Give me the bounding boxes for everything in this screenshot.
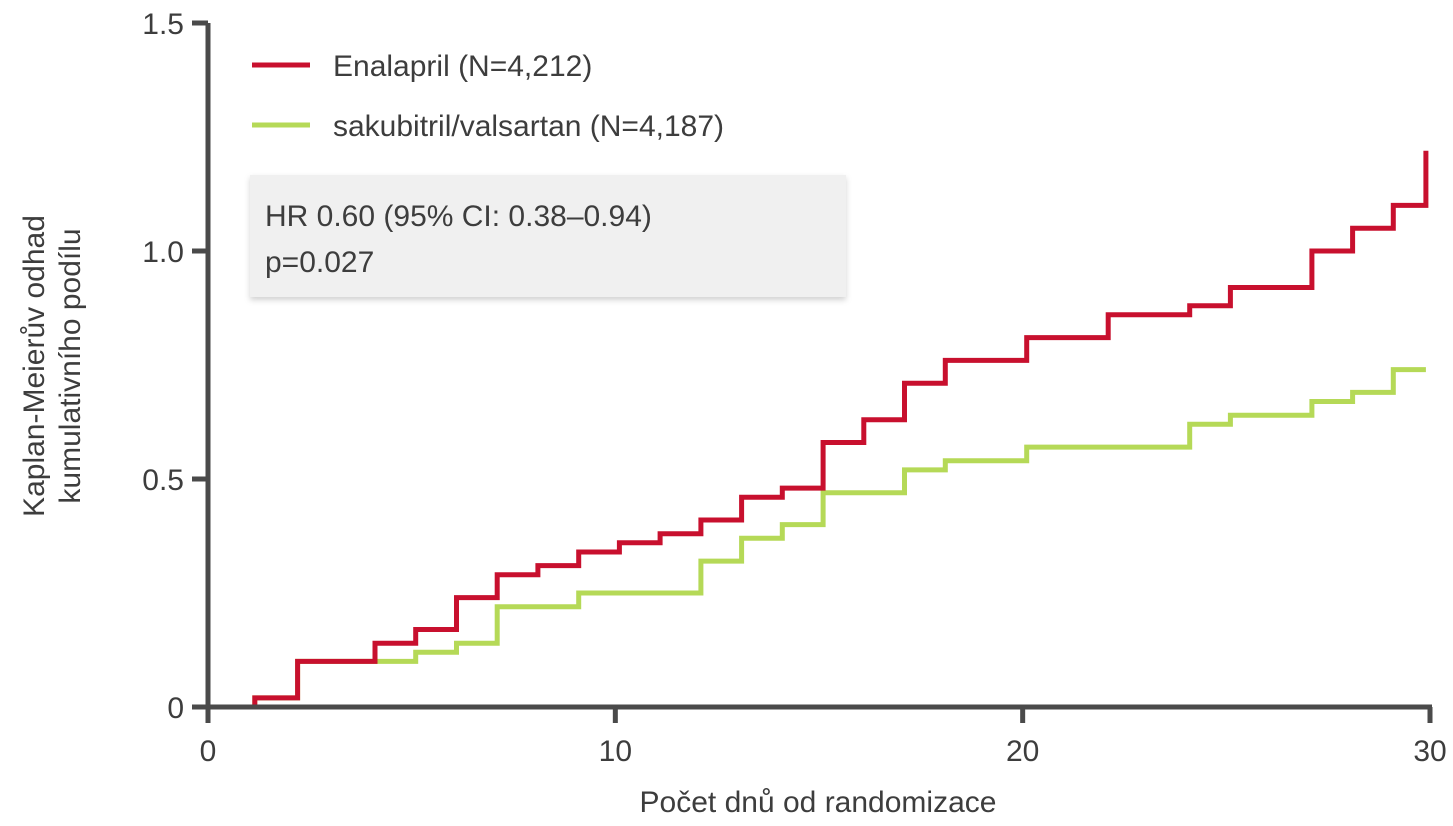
legend-label-enalapril: Enalapril (N=4,212)	[333, 50, 592, 83]
x-tick-label: 10	[599, 735, 632, 768]
y-tick-label: 0	[167, 692, 184, 725]
x-tick-label: 0	[200, 735, 217, 768]
x-tick-label: 20	[1006, 735, 1039, 768]
annotation-hr-text: HR 0.60 (95% CI: 0.38–0.94)	[265, 200, 652, 233]
y-tick-label: 1.0	[142, 236, 184, 269]
x-axis-title: Počet dnů od randomizace	[640, 786, 997, 819]
series-line-0	[208, 150, 1429, 710]
hazard-ratio-annotation: HR 0.60 (95% CI: 0.38–0.94) p=0.027	[250, 175, 846, 297]
legend-label-sakubitril: sakubitril/valsartan (N=4,187)	[333, 110, 724, 143]
y-tick-label: 0.5	[142, 464, 184, 497]
axes-layer	[205, 23, 1432, 710]
y-tick-label: 1.5	[142, 8, 184, 41]
annotation-p-text: p=0.027	[265, 246, 374, 279]
y-axis-title-line-2: kumulativního podílu	[54, 228, 87, 503]
legend: Enalapril (N=4,212) sakubitril/valsartan…	[252, 50, 724, 143]
series-layer	[208, 150, 1429, 710]
annotation-box	[250, 175, 846, 297]
x-tick-label: 30	[1413, 735, 1446, 768]
ticks-layer: 0 10 20 30 0 0.5 1.0 1.5	[142, 8, 1446, 768]
y-axis-title-line-1: Kaplan-Meierův odhad	[18, 215, 51, 517]
series-line-1	[208, 367, 1426, 710]
